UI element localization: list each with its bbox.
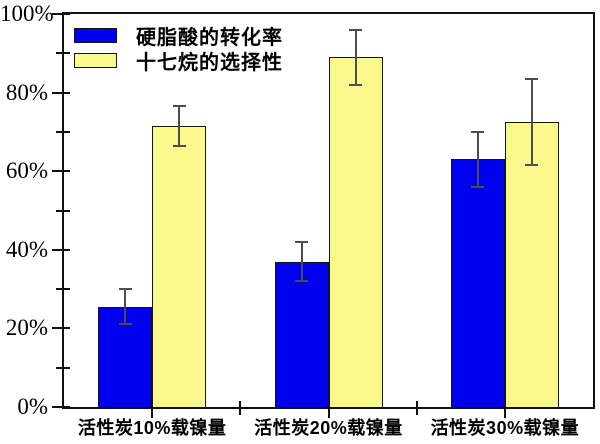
y-axis-tick-label: 0%	[17, 394, 48, 419]
legend-item: 硬脂酸的转化率	[74, 23, 283, 49]
y-axis-minor-tick	[56, 288, 70, 291]
y-axis-minor-tick	[56, 366, 70, 369]
y-axis-tick-label: 40%	[5, 236, 48, 262]
y-axis-tick-label: 100%	[0, 1, 54, 26]
bar-conversion	[450, 159, 505, 407]
y-axis-minor-tick	[56, 130, 70, 133]
error-bar-cap-bottom	[172, 144, 186, 147]
error-bar-cap-top	[471, 130, 485, 133]
error-bar-cap-bottom	[295, 280, 308, 283]
legend-item: 十七烷的选择性	[74, 48, 283, 74]
y-axis-major-tick	[52, 248, 70, 251]
category-label: 活性炭10%载镍量	[77, 418, 227, 438]
y-axis-major-tick	[52, 170, 70, 173]
y-axis-major-tick	[52, 91, 70, 94]
bar-selectivity	[328, 57, 383, 407]
category-label: 活性炭20%载镍量	[254, 418, 403, 438]
bar-selectivity	[152, 126, 207, 407]
bar-selectivity	[504, 122, 559, 407]
x-axis-minor-tick	[415, 401, 418, 415]
error-bar-cap-bottom	[349, 83, 362, 86]
y-axis-minor-tick	[56, 209, 70, 212]
legend-label: 十七烷的选择性	[136, 52, 283, 74]
error-bar-cap-top	[295, 240, 308, 243]
error-bar-line	[300, 241, 303, 282]
error-bar-line	[354, 29, 357, 85]
legend-swatch	[74, 28, 117, 43]
error-bar-cap-top	[172, 105, 186, 108]
error-bar-line	[178, 106, 181, 146]
error-bar-line	[476, 131, 479, 187]
legend-label: 硬脂酸的转化率	[136, 27, 283, 49]
error-bar-cap-bottom	[118, 323, 132, 326]
error-bar-cap-top	[349, 28, 362, 31]
error-bar-cap-top	[118, 288, 132, 291]
error-bar-cap-top	[525, 77, 539, 80]
x-axis-major-tick	[151, 409, 154, 418]
error-bar-line	[530, 78, 533, 166]
x-axis-major-tick	[327, 409, 330, 418]
category-label: 活性炭30%载镍量	[430, 418, 580, 438]
y-axis-tick-label: 20%	[5, 315, 48, 341]
error-bar-line	[124, 289, 127, 325]
x-axis-major-tick	[503, 409, 506, 418]
y-axis-minor-tick	[56, 52, 70, 55]
legend-swatch	[74, 53, 117, 68]
error-bar-cap-bottom	[525, 164, 539, 167]
bar-conversion	[274, 261, 329, 407]
x-axis-minor-tick	[239, 401, 242, 415]
bar-conversion	[98, 306, 153, 407]
plot-area: 硬脂酸的转化率 十七烷的选择性	[62, 12, 595, 409]
y-axis-tick-label: 80%	[5, 79, 48, 105]
error-bar-cap-bottom	[471, 185, 485, 188]
y-axis-major-tick	[52, 13, 70, 15]
y-axis-major-tick	[52, 406, 70, 408]
y-axis-major-tick	[52, 327, 70, 330]
legend: 硬脂酸的转化率 十七烷的选择性	[74, 23, 283, 74]
y-axis-tick-label: 60%	[5, 158, 48, 184]
